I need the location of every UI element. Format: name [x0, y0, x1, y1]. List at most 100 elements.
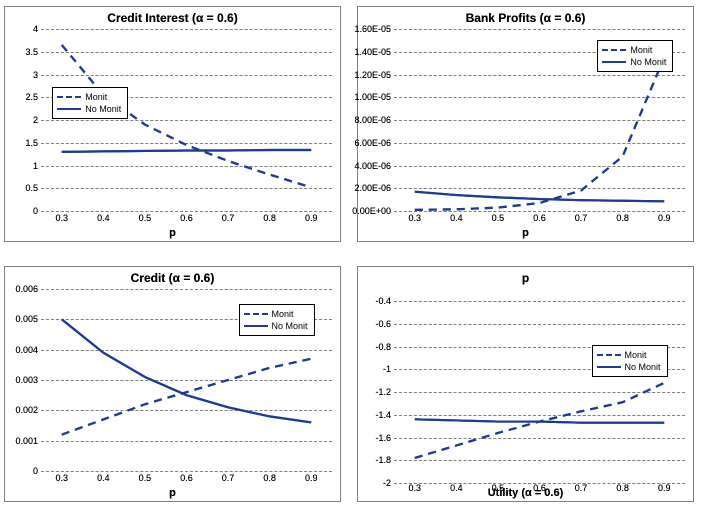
y-tick-label: 8.00E-06 — [354, 115, 394, 125]
x-tick-label: 0.3 — [409, 211, 422, 223]
x-tick-label: 0.9 — [658, 211, 671, 223]
y-tick-label: 1.20E-05 — [354, 70, 394, 80]
legend: Monit No Monit — [52, 87, 128, 119]
x-tick-label: 0.3 — [56, 471, 69, 483]
legend-item-monit: Monit — [244, 308, 308, 320]
series-layer — [394, 301, 685, 483]
y-tick-label: 0 — [33, 206, 41, 216]
y-tick-label: 3.5 — [25, 47, 41, 57]
y-tick-label: 1.00E-05 — [354, 92, 394, 102]
y-tick-label: -1.8 — [375, 455, 394, 465]
y-tick-label: 4 — [33, 24, 41, 34]
y-tick-label: 1.5 — [25, 138, 41, 148]
series-monit — [62, 359, 311, 435]
y-tick-label: -1.2 — [375, 387, 394, 397]
legend-item-nomonit: No Monit — [602, 56, 666, 68]
y-tick-label: 2.00E-06 — [354, 183, 394, 193]
x-tick-label: 0.5 — [492, 483, 505, 485]
x-tick-label: 0.9 — [305, 471, 318, 483]
panel-credit: Credit (α = 0.6)p00.0010.0020.0030.0040.… — [4, 266, 341, 502]
y-tick-label: 1 — [33, 161, 41, 171]
x-tick-label: 0.7 — [575, 211, 588, 223]
legend-swatch-icon — [57, 96, 81, 98]
y-tick-label: 6.00E-06 — [354, 138, 394, 148]
x-tick-label: 0.4 — [450, 483, 463, 485]
legend-label: Monit — [630, 45, 652, 55]
x-tick-label: 0.3 — [56, 211, 69, 223]
y-tick-label: -2 — [383, 478, 394, 488]
y-tick-label: 0.004 — [15, 345, 41, 355]
series-monit — [415, 57, 664, 209]
legend-label: No Monit — [85, 104, 121, 114]
plot-area: 00.511.522.533.540.30.40.50.60.70.80.9Mo… — [41, 29, 332, 211]
legend-swatch-icon — [244, 325, 268, 327]
x-tick-label: 0.7 — [222, 471, 235, 483]
x-tick-label: 0.9 — [305, 211, 318, 223]
x-tick-label: 0.4 — [97, 471, 110, 483]
y-tick-label: 0.001 — [15, 436, 41, 446]
panel-credit-interest: Credit Interest (α = 0.6)p00.511.522.533… — [4, 6, 341, 242]
x-tick-label: 0.8 — [263, 471, 276, 483]
chart-title: Credit Interest (α = 0.6) — [5, 11, 340, 25]
x-tick-label: 0.8 — [616, 483, 629, 485]
legend-item-nomonit: No Monit — [57, 103, 121, 115]
legend-item-nomonit: No Monit — [597, 361, 661, 373]
x-tick-label: 0.6 — [180, 211, 193, 223]
y-tick-label: 2.5 — [25, 92, 41, 102]
x-tick-label: 0.8 — [616, 211, 629, 223]
y-tick-label: 3 — [33, 70, 41, 80]
panel-utility: pUtility (α = 0.6)-0.4-0.6-0.8-1-1.2-1.4… — [357, 266, 694, 502]
y-tick-label: 0.005 — [15, 314, 41, 324]
chart-title: Credit (α = 0.6) — [5, 271, 340, 285]
x-tick-label: 0.6 — [180, 471, 193, 483]
legend-item-monit: Monit — [602, 44, 666, 56]
y-tick-label: 1.60E-05 — [354, 24, 394, 34]
x-axis-label: p — [5, 227, 340, 239]
x-tick-label: 0.6 — [533, 483, 546, 485]
chart-title: Bank Profits (α = 0.6) — [358, 11, 693, 25]
x-tick-label: 0.7 — [222, 211, 235, 223]
plot-area: -0.4-0.6-0.8-1-1.2-1.4-1.6-1.8-20.30.40.… — [394, 301, 685, 483]
x-tick-label: 0.7 — [575, 483, 588, 485]
y-tick-label: -1.6 — [375, 433, 394, 443]
legend-swatch-icon — [602, 49, 626, 51]
y-tick-label: 0 — [33, 466, 41, 476]
chart-title: p — [358, 271, 693, 285]
x-tick-label: 0.3 — [409, 483, 422, 485]
y-tick-label: 2 — [33, 115, 41, 125]
y-tick-label: 0.002 — [15, 405, 41, 415]
chart-grid: Credit Interest (α = 0.6)p00.511.522.533… — [0, 0, 702, 512]
legend: MonitNo Monit — [592, 345, 668, 377]
y-tick-label: 0.00E+00 — [352, 206, 394, 216]
legend-label: No Monit — [625, 362, 661, 372]
y-tick-label: -0.4 — [375, 296, 394, 306]
legend-item-nomonit: No Monit — [244, 320, 308, 332]
legend-swatch-icon — [597, 354, 621, 356]
x-tick-label: 0.5 — [492, 211, 505, 223]
legend-label: Monit — [85, 92, 107, 102]
legend-item-monit: Monit — [597, 349, 661, 361]
y-tick-label: 1.40E-05 — [354, 47, 394, 57]
legend-label: Monit — [272, 309, 294, 319]
x-tick-label: 0.8 — [263, 211, 276, 223]
legend-swatch-icon — [602, 61, 626, 63]
y-tick-label: 0.003 — [15, 375, 41, 385]
y-tick-label: -1 — [383, 364, 394, 374]
legend-swatch-icon — [597, 366, 621, 368]
panel-bank-profits: Bank Profits (α = 0.6)p0.00E+002.00E-064… — [357, 6, 694, 242]
legend: Monit No Monit — [239, 304, 315, 336]
y-tick-label: -0.6 — [375, 319, 394, 329]
y-tick-label: -0.8 — [375, 342, 394, 352]
y-tick-label: 0.006 — [15, 284, 41, 294]
legend-item-monit: Monit — [57, 91, 121, 103]
x-tick-label: 0.6 — [533, 211, 546, 223]
x-tick-label: 0.5 — [139, 211, 152, 223]
legend-swatch-icon — [244, 313, 268, 315]
series-layer — [41, 29, 332, 211]
legend-label: No Monit — [272, 321, 308, 331]
legend-swatch-icon — [57, 108, 81, 110]
plot-area: 00.0010.0020.0030.0040.0050.0060.30.40.5… — [41, 289, 332, 471]
legend-label: No Monit — [630, 57, 666, 67]
legend: Monit No Monit — [597, 40, 673, 72]
plot-area: 0.00E+002.00E-064.00E-066.00E-068.00E-06… — [394, 29, 685, 211]
